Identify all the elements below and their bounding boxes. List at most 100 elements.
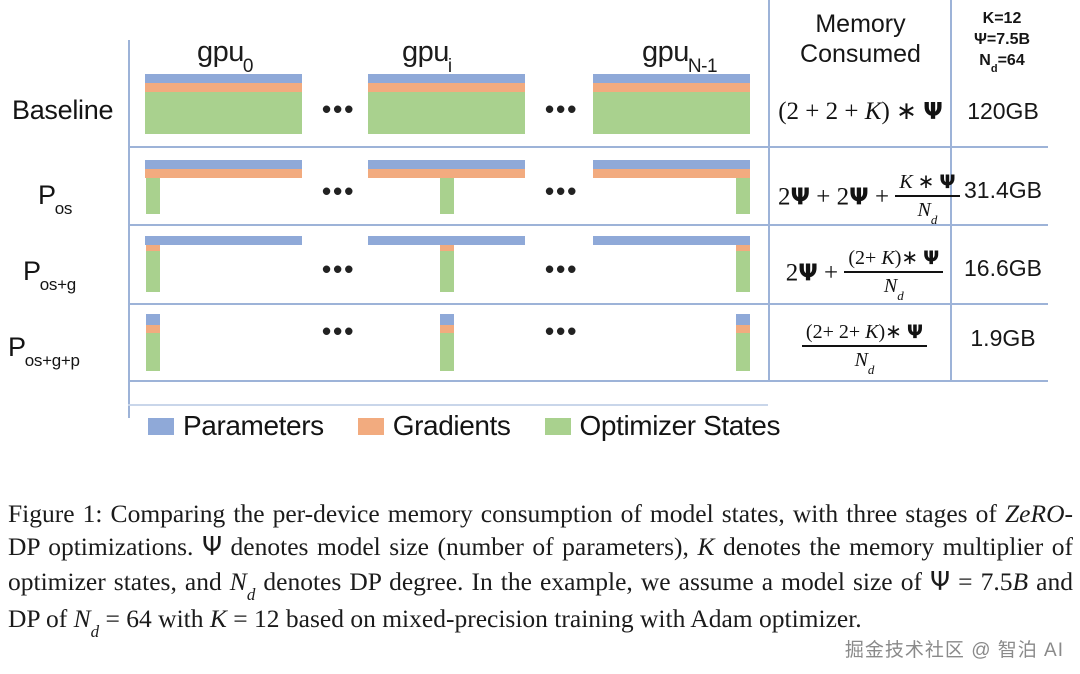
row-label-posgp: Pos+g+p [8,332,81,371]
memory-consumed-header: Memory Consumed [778,10,943,69]
grid-hline-row1 [128,224,1048,226]
gpu-header-0: gpu0 [197,36,254,77]
caption-zero: ZeRO [1005,499,1065,528]
caption-b-1: B [1012,566,1029,596]
posg-gpun1-parameters-bar [593,236,750,245]
posgp-gpu0-optimizer-bar [146,333,160,371]
row-label-baseline-text: Baseline [12,95,114,125]
posgp-gpui-gradients-bar [440,325,454,333]
row-label-pos-sub: os [54,199,73,219]
posgp-gpui-parameters-bar [440,314,454,325]
legend-item-optimizer-states: Optimizer States [544,410,781,442]
caption-part-2: -DP optimizations. [8,499,1073,562]
assumption-nd-base: N [979,52,991,70]
caption-nd-2-sub: d [90,622,100,642]
legend-label-optimizer-states: Optimizer States [579,410,781,441]
memory-header-line1: Memory [815,10,906,38]
ellipsis-text: ••• [322,94,356,124]
pos-gpun1-optimizer-bar [736,178,750,214]
memory-value-pos: 31.4GB [956,177,1050,204]
legend-item-gradients: Gradients [357,410,511,442]
ellipsis-text: ••• [545,94,579,124]
caption-part-8: = 64 with [99,604,210,634]
posg-gpun1-gradients-bar [736,245,750,251]
posgp-gpu0-parameters-bar [146,314,160,325]
ellipsis-text: ••• [545,254,579,284]
pos-ellipsis-2: ••• [545,178,578,204]
baseline-gpu0-parameters-bar [145,74,302,83]
memory-value-baseline-text: 120GB [967,98,1039,124]
ellipsis-text: ••• [322,176,356,206]
ellipsis-text: ••• [322,254,356,284]
caption-psi-2: Ψ [930,566,951,597]
legend-swatch-gradients-icon [357,417,384,435]
pos-gpui-optimizer-bar [440,178,454,214]
formula-posg-fraction: (2+ K)∗ Ψ Nd [844,247,944,303]
assumption-psi: Ψ=7.5B [973,31,1031,49]
gpu-header-0-sub: 0 [242,55,254,77]
grid-vline-values [950,0,952,380]
baseline-gpui-parameters-bar [368,74,525,83]
posgp-gpu0-gradients-bar [146,325,160,333]
formula-pos-fraction: K ∗ Ψ Nd [895,171,960,227]
ellipsis-text: ••• [322,316,356,346]
caption-nd-1: N [229,566,247,596]
gpu-header-0-base: gpu [197,36,244,68]
posg-gpu0-parameters-bar [145,236,302,245]
figure-caption: Figure 1: Comparing the per-device memor… [8,497,1073,642]
grid-hline-bottom [128,404,768,406]
row-label-posg: Pos+g [23,256,77,294]
chart-legend: Parameters Gradients Optimizer States [148,410,780,442]
pos-ellipsis-1: ••• [322,178,355,204]
row-label-posg-text: P [23,256,41,286]
assumption-nd: Nd=64 [956,50,1048,76]
gpu-header-n1-sub: N-1 [687,55,718,77]
row-label-pos: Pos [38,180,73,219]
memory-header-line2: Consumed [800,39,921,68]
legend-swatch-optimizer-states-icon [544,417,571,435]
baseline-gpun1-parameters-bar [593,74,750,83]
grid-hline-header [128,146,1048,148]
memory-value-posg-text: 16.6GB [964,255,1042,281]
row-label-posgp-sub: os+g+p [24,351,80,371]
legend-label-parameters: Parameters [183,410,324,441]
grid-vline-left [128,40,130,418]
posg-ellipsis-1: ••• [322,256,355,282]
memory-value-baseline: 120GB [956,98,1050,125]
posg-gpui-parameters-bar [368,236,525,245]
assumption-nd-sub: d [990,63,998,76]
formula-posg: 2Ψ + (2+ K)∗ Ψ Nd [772,247,957,303]
formula-posgp-fraction: (2+ 2+ K)∗ Ψ Nd [801,321,928,377]
baseline-gpun1-gradients-bar [593,83,750,92]
pos-gpu0-parameters-bar [145,160,302,169]
posg-gpun1-optimizer-bar [736,251,750,292]
grid-hline-row2 [128,303,1048,305]
caption-nd-1-sub: d [246,584,256,604]
formula-baseline: (2 + 2 + K) ∗ Ψ [778,98,943,125]
caption-part-3: denotes model size (number of parameters… [222,532,698,562]
row-label-posgp-text: P [8,332,26,362]
baseline-gpui-optimizer-bar [368,92,525,134]
assumption-k: K=12 [982,10,1022,27]
memory-assumptions: K=12 Ψ=7.5B Nd=64 [956,8,1048,76]
grid-hline-row3 [128,380,1048,382]
gpu-header-n1: gpuN-1 [642,36,718,77]
caption-part-1: Figure 1: Comparing the per-device memor… [8,499,1005,528]
posg-gpui-gradients-bar [440,245,454,251]
baseline-gpu0-gradients-bar [145,83,302,92]
pos-gpun1-parameters-bar [593,160,750,169]
memory-value-posg: 16.6GB [956,255,1050,282]
formula-pos: 2Ψ + 2Ψ + K ∗ Ψ Nd [778,171,960,227]
gpu-header-n1-base: gpu [642,36,689,68]
pos-gpu0-optimizer-bar [146,178,160,214]
figure-panel: gpu0 gpui gpuN-1 Baseline Pos Pos+g Pos+… [8,0,1050,418]
posg-gpu0-gradients-bar [146,245,160,251]
row-label-pos-text: P [38,180,56,210]
baseline-gpu0-optimizer-bar [145,92,302,134]
posg-gpui-optimizer-bar [440,251,454,292]
legend-label-gradients: Gradients [392,410,511,441]
memory-value-posgp: 1.9GB [956,325,1050,352]
assumption-nd-val: =64 [997,52,1025,70]
posgp-ellipsis-2: ••• [545,318,578,344]
pos-gpui-parameters-bar [368,160,525,169]
